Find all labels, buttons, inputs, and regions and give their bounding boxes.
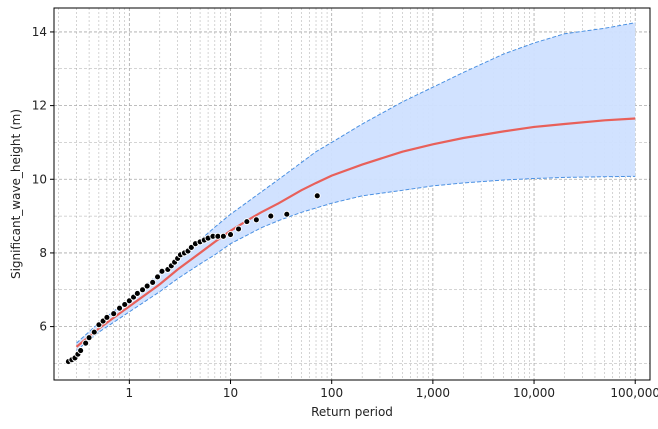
data-point <box>82 339 90 347</box>
y-tick-label: 6 <box>39 320 47 334</box>
fit-curve-group <box>75 117 636 348</box>
x-tick-label: 1,000 <box>416 386 450 400</box>
data-point <box>243 218 251 226</box>
x-tick-label: 10,000 <box>513 386 555 400</box>
data-point <box>252 216 260 224</box>
x-tick-label: 100 <box>320 386 343 400</box>
data-point <box>116 304 123 312</box>
y-tick-label: 14 <box>32 25 47 39</box>
data-point <box>143 282 151 290</box>
observed-points-group <box>64 192 321 366</box>
confidence-band-lower <box>76 175 636 351</box>
data-point <box>85 334 93 342</box>
x-axis-ticks: 1 10 100 1,000 10,000 100,000 <box>126 380 658 400</box>
data-point <box>90 328 98 336</box>
x-tick-label: 10 <box>223 386 238 400</box>
y-tick-label: 12 <box>32 99 47 113</box>
confidence-band-group <box>76 22 636 351</box>
data-point <box>283 210 291 218</box>
data-point <box>125 297 133 305</box>
data-point <box>77 347 85 354</box>
data-point <box>235 225 242 233</box>
data-point <box>227 231 234 238</box>
confidence-band-upper <box>76 22 636 344</box>
data-point <box>158 267 166 275</box>
x-tick-label: 100,000 <box>610 386 658 400</box>
data-point <box>110 310 118 318</box>
data-point <box>121 301 129 308</box>
data-point <box>133 289 141 297</box>
y-tick-label: 10 <box>32 172 47 186</box>
fit-curve <box>75 117 636 348</box>
y-axis-ticks: 6 8 10 12 14 <box>32 25 54 334</box>
confidence-band-fill <box>76 22 636 351</box>
data-point <box>139 286 146 294</box>
data-point <box>154 273 161 281</box>
data-point <box>149 278 157 286</box>
data-point <box>103 313 111 321</box>
y-tick-label: 8 <box>39 246 47 260</box>
x-axis-label: Return period <box>311 405 393 419</box>
data-point <box>219 232 227 240</box>
plot-frame <box>53 7 651 381</box>
data-point <box>95 321 103 329</box>
data-point <box>313 192 321 200</box>
x-tick-label: 1 <box>126 386 134 400</box>
y-axis-label: Significant_wave_height (m) <box>9 109 23 279</box>
data-point <box>267 212 275 220</box>
